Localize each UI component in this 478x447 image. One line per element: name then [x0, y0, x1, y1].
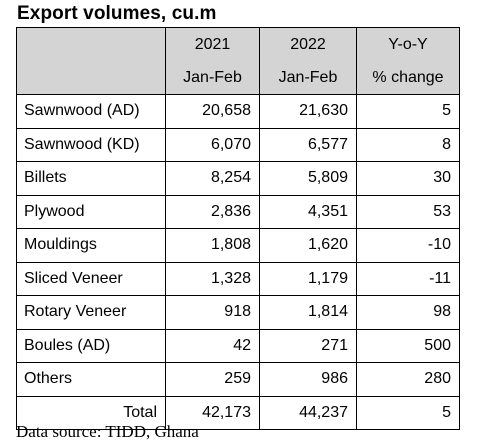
row-2022-value: 1,179 [259, 261, 357, 296]
row-2021-value: 918 [165, 295, 260, 330]
table-row: Boules (AD) 42 271 500 [16, 328, 460, 363]
header-yoy: Y-o-Y % change [356, 27, 460, 95]
header-2021-period: Jan-Feb [183, 69, 242, 86]
row-change-value: 30 [356, 161, 460, 196]
row-label: Boules (AD) [16, 328, 166, 363]
table-row: Sawnwood (KD) 6,070 6,577 8 [16, 127, 460, 162]
export-volumes-table: 2021 Jan-Feb 2022 Jan-Feb Y-o-Y % change… [16, 27, 460, 430]
header-blank-cell [16, 27, 166, 95]
row-2021-value: 259 [165, 362, 260, 397]
header-yoy-title: Y-o-Y [388, 36, 428, 53]
header-2022-period: Jan-Feb [278, 69, 338, 86]
header-2021-year: 2021 [194, 36, 231, 53]
table-row: Plywood 2,836 4,351 53 [16, 194, 460, 229]
row-change-value: 8 [356, 127, 460, 162]
table-row: Sawnwood (AD) 20,658 21,630 5 [16, 94, 460, 129]
table-title: Export volumes, cu.m [17, 3, 217, 24]
row-change-value: -11 [356, 261, 460, 296]
table-row: Rotary Veneer 918 1,814 98 [16, 295, 460, 330]
row-label: Sawnwood (AD) [16, 94, 166, 129]
row-2022-value: 271 [259, 328, 357, 363]
row-label: Others [16, 362, 166, 397]
row-2021-value: 42 [165, 328, 260, 363]
row-2022-value: 5,809 [259, 161, 357, 196]
table-row: Mouldings 1,808 1,620 -10 [16, 228, 460, 263]
row-2022-value: 6,577 [259, 127, 357, 162]
row-2022-value: 1,620 [259, 228, 357, 263]
total-row: Total 42,173 44,237 5 [16, 395, 460, 430]
header-2021: 2021 Jan-Feb [165, 27, 260, 95]
row-label: Sawnwood (KD) [16, 127, 166, 162]
row-2021-value: 20,658 [165, 94, 260, 129]
row-2021-value: 2,836 [165, 194, 260, 229]
table-row: Billets 8,254 5,809 30 [16, 161, 460, 196]
row-2021-value: 1,808 [165, 228, 260, 263]
row-2021-value: 8,254 [165, 161, 260, 196]
table-row: Sliced Veneer 1,328 1,179 -11 [16, 261, 460, 296]
total-2022-value: 44,237 [259, 395, 357, 430]
row-2022-value: 4,351 [259, 194, 357, 229]
row-label: Mouldings [16, 228, 166, 263]
row-label: Sliced Veneer [16, 261, 166, 296]
row-label: Billets [16, 161, 166, 196]
row-change-value: 98 [356, 295, 460, 330]
table-row: Others 259 986 280 [16, 362, 460, 397]
header-row: 2021 Jan-Feb 2022 Jan-Feb Y-o-Y % change [16, 27, 460, 95]
row-change-value: 53 [356, 194, 460, 229]
row-label: Rotary Veneer [16, 295, 166, 330]
header-2022-year: 2022 [290, 36, 326, 53]
header-yoy-unit: % change [372, 69, 444, 86]
total-2021-value: 42,173 [165, 395, 260, 430]
row-2021-value: 6,070 [165, 127, 260, 162]
row-2022-value: 21,630 [259, 94, 357, 129]
total-label: Total [16, 395, 166, 430]
row-2021-value: 1,328 [165, 261, 260, 296]
row-label: Plywood [16, 194, 166, 229]
row-change-value: 500 [356, 328, 460, 363]
row-change-value: 280 [356, 362, 460, 397]
row-change-value: -10 [356, 228, 460, 263]
data-source-note: Data source: TIDD, Ghana [16, 422, 199, 441]
total-change-value: 5 [356, 395, 460, 430]
row-change-value: 5 [356, 94, 460, 129]
row-2022-value: 1,814 [259, 295, 357, 330]
header-2022: 2022 Jan-Feb [259, 27, 357, 95]
row-2022-value: 986 [259, 362, 357, 397]
